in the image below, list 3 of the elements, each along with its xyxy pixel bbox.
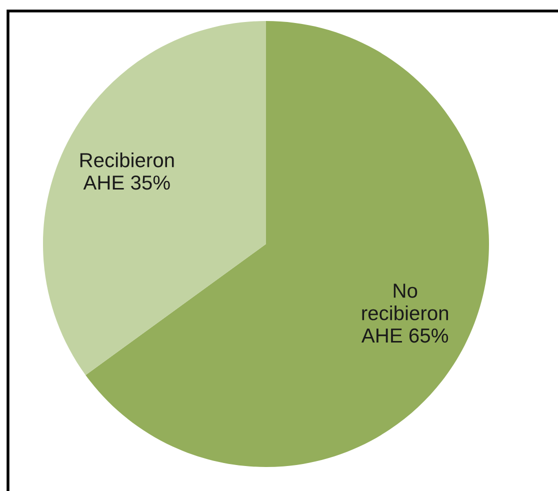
slice-label: No recibieron AHE 65% [361,284,448,343]
pie-slice [43,21,266,376]
slice-label: Recibieron AHE 35% [80,152,174,190]
